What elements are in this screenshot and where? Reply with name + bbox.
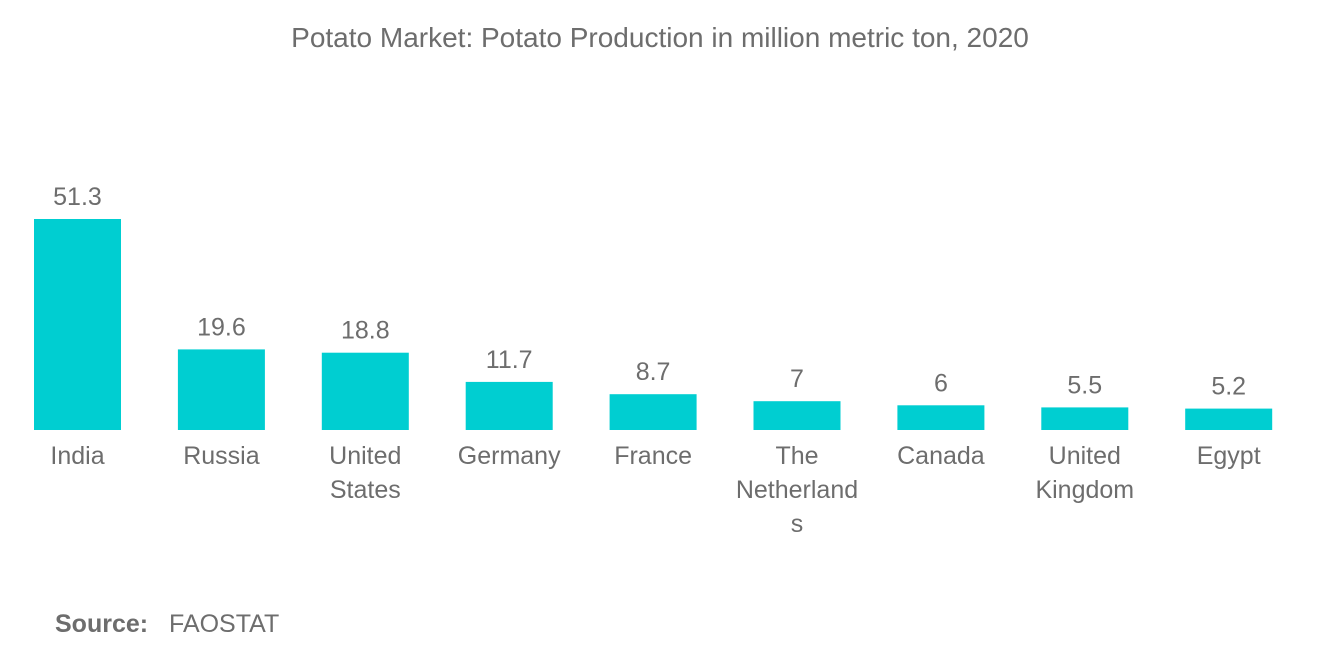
bar-germany: [465, 381, 553, 430]
bar-egypt: [1185, 408, 1273, 430]
value-label: 11.7: [486, 346, 533, 374]
category-label: United Kingdom: [1035, 442, 1134, 504]
source-label: Source:: [55, 610, 149, 638]
source-value: FAOSTAT: [169, 610, 280, 638]
bar-united-kingdom: [1041, 407, 1129, 430]
bar-france: [609, 394, 697, 430]
bars-layer: [34, 219, 1273, 430]
category-label-line: Russia: [183, 442, 260, 470]
chart-title: Potato Market: Potato Production in mill…: [291, 22, 1029, 53]
category-label-line: Germany: [458, 442, 561, 470]
value-label: 19.6: [197, 313, 246, 341]
bar-the-netherlands: [753, 401, 841, 430]
category-label-line: Netherland: [736, 476, 858, 504]
category-label-line: United: [1049, 442, 1121, 470]
category-label: Egypt: [1197, 442, 1261, 470]
category-label: The Netherland s: [736, 442, 858, 538]
value-labels-layer: 51.3 19.6 18.8 11.7 8.7 7 6 5.5 5.2: [53, 183, 1246, 401]
category-label-line: States: [330, 476, 401, 504]
category-label-line: United: [329, 442, 401, 470]
category-label: Canada: [897, 442, 985, 470]
value-label: 18.8: [341, 317, 390, 345]
category-label: Germany: [458, 442, 561, 470]
category-label-line: The: [775, 442, 818, 470]
category-label: United States: [329, 442, 401, 504]
bar-india: [34, 219, 121, 430]
value-label: 5.2: [1211, 373, 1246, 401]
category-label-line: India: [50, 442, 104, 470]
bar-chart: 51.3 19.6 18.8 11.7 8.7 7 6 5.5 5.2 India Russia U…: [34, 183, 1273, 538]
category-labels-layer: India Russia United States Germany France The N…: [50, 442, 1260, 538]
value-label: 7: [790, 365, 804, 393]
category-label-line: Kingdom: [1035, 476, 1134, 504]
category-label: France: [614, 442, 692, 470]
category-label: India: [50, 442, 104, 470]
value-label: 51.3: [53, 183, 102, 211]
category-label-line: France: [614, 442, 692, 470]
source-line: Source: FAOSTAT: [55, 610, 279, 639]
category-label: Russia: [183, 442, 260, 470]
category-label-line: Egypt: [1197, 442, 1261, 470]
value-label: 8.7: [636, 358, 671, 386]
value-label: 5.5: [1067, 371, 1102, 399]
bar-united-states: [321, 352, 409, 430]
bar-canada: [897, 405, 985, 430]
value-label: 6: [934, 369, 948, 397]
category-label-line: s: [791, 510, 804, 538]
category-label-line: Canada: [897, 442, 985, 470]
bar-russia: [177, 349, 265, 430]
